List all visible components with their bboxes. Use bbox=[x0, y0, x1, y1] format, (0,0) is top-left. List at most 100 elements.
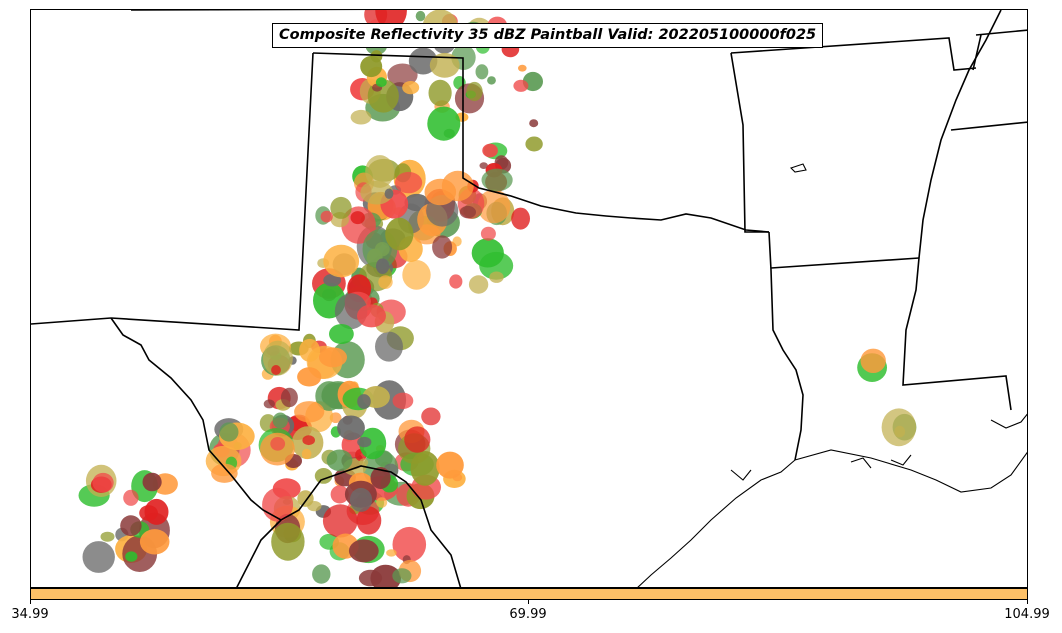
paintball-blob bbox=[365, 155, 395, 188]
paintball-blob bbox=[307, 501, 322, 512]
paintball-blob bbox=[349, 487, 373, 512]
paintball-blob bbox=[271, 522, 305, 561]
paintball-blob bbox=[387, 63, 418, 87]
map-canvas bbox=[31, 10, 1027, 587]
paintball-blob bbox=[480, 226, 496, 241]
paintball-blob bbox=[376, 497, 388, 508]
paintball-blob bbox=[263, 399, 275, 409]
colorbar-tick-mark bbox=[528, 600, 529, 604]
paintball-blob bbox=[479, 162, 488, 170]
coastline bbox=[637, 163, 1027, 587]
paintball-blob bbox=[360, 55, 383, 78]
paintball-blob bbox=[487, 76, 496, 85]
paintball-blob bbox=[301, 448, 312, 460]
paintball-blob bbox=[477, 189, 511, 224]
border-nm-west bbox=[31, 317, 112, 325]
paintball-blob bbox=[392, 526, 427, 563]
paintball-blob bbox=[513, 79, 529, 92]
paintball-blob bbox=[421, 407, 441, 426]
paintball-blob bbox=[314, 468, 333, 484]
border-tn-ms bbox=[950, 121, 1027, 131]
paintball-blob bbox=[392, 392, 414, 409]
paintball-blob bbox=[404, 426, 431, 453]
paintball-blob bbox=[356, 506, 382, 535]
paintball-blob bbox=[525, 136, 543, 152]
paintball-blob bbox=[348, 539, 379, 563]
paintball-blob bbox=[350, 211, 365, 225]
paintball-blob bbox=[330, 196, 352, 219]
paintball-blob bbox=[299, 338, 321, 362]
paintball-blob bbox=[402, 260, 431, 290]
paintball-blob bbox=[424, 178, 457, 206]
paintball-blob bbox=[82, 541, 115, 573]
paintball-blob bbox=[385, 217, 414, 251]
map-panel: Composite Reflectivity 35 dBZ Paintball … bbox=[30, 9, 1028, 588]
paintball-blob bbox=[125, 551, 138, 562]
paintball-blob bbox=[312, 564, 331, 584]
paintball-blob bbox=[320, 210, 333, 223]
paintball-blob bbox=[341, 206, 376, 244]
paintball-blob bbox=[330, 485, 349, 504]
paintball-blob bbox=[449, 274, 463, 289]
paintball-blob bbox=[297, 367, 322, 387]
border-ar-la bbox=[770, 257, 920, 269]
paintball-blob bbox=[511, 207, 530, 230]
paintball-blob bbox=[375, 77, 387, 88]
paintball-blob bbox=[123, 489, 139, 506]
paintball-blob bbox=[322, 504, 358, 538]
colorbar-tick-mark bbox=[30, 600, 31, 604]
border-mo-ar bbox=[730, 37, 977, 71]
paintball-blob bbox=[358, 569, 383, 587]
border-tx-nm bbox=[110, 52, 314, 331]
paintball-blob bbox=[350, 109, 372, 125]
colorbar-tick-label-max: 104.99 bbox=[1004, 607, 1050, 622]
paintball-blob bbox=[262, 340, 293, 376]
paintball-blob bbox=[357, 436, 372, 448]
border-ok-panhandle bbox=[312, 52, 770, 233]
paintball-blob bbox=[360, 180, 394, 205]
paintball-blob bbox=[337, 415, 365, 441]
reflectivity-paintballs bbox=[78, 10, 917, 587]
paintball-blob bbox=[302, 435, 316, 446]
border-mexico-state bbox=[236, 519, 282, 587]
paintball-blob bbox=[471, 238, 504, 268]
paintball-blob bbox=[319, 347, 347, 368]
colorbar bbox=[30, 588, 1028, 600]
border-mississippi bbox=[902, 10, 1012, 411]
paintball-blob bbox=[142, 472, 162, 492]
paintball-blob bbox=[384, 188, 394, 199]
paintball-blob bbox=[481, 168, 513, 192]
border-ky-east bbox=[972, 34, 982, 71]
paintball-blob bbox=[429, 52, 460, 78]
paintball-blob bbox=[92, 472, 114, 493]
paintball-blob bbox=[120, 515, 142, 537]
paintball-blob bbox=[357, 304, 386, 328]
paintball-blob bbox=[375, 331, 403, 362]
paintball-blob bbox=[271, 365, 281, 375]
border-tx-la bbox=[768, 231, 804, 461]
paintball-blob bbox=[100, 531, 115, 542]
colorbar-tick-label-min: 34.99 bbox=[11, 607, 49, 622]
paintball-blob bbox=[359, 427, 387, 460]
paintball-blob bbox=[894, 425, 906, 438]
paintball-blob bbox=[219, 422, 239, 442]
paintball-blob bbox=[428, 79, 452, 107]
paintball-blob bbox=[323, 273, 342, 287]
paintball-blob bbox=[359, 458, 369, 467]
paintball-blob bbox=[329, 324, 354, 344]
paintball-blob bbox=[386, 549, 397, 557]
paintball-blob bbox=[272, 412, 288, 429]
paintball-blob bbox=[376, 258, 390, 274]
paintball-blob bbox=[294, 401, 325, 423]
paintball-blob bbox=[270, 437, 286, 451]
paintball-blob bbox=[427, 106, 461, 141]
paintball-blob bbox=[144, 498, 169, 525]
colorbar-tick-mark bbox=[1027, 600, 1028, 604]
paintball-blob bbox=[139, 529, 170, 555]
map-title: Composite Reflectivity 35 dBZ Paintball … bbox=[272, 23, 824, 48]
paintball-blob bbox=[468, 275, 489, 294]
paintball-blob bbox=[357, 394, 371, 409]
paintball-blob bbox=[211, 463, 238, 483]
paintball-blob bbox=[395, 171, 423, 194]
state-borders bbox=[31, 10, 1027, 587]
